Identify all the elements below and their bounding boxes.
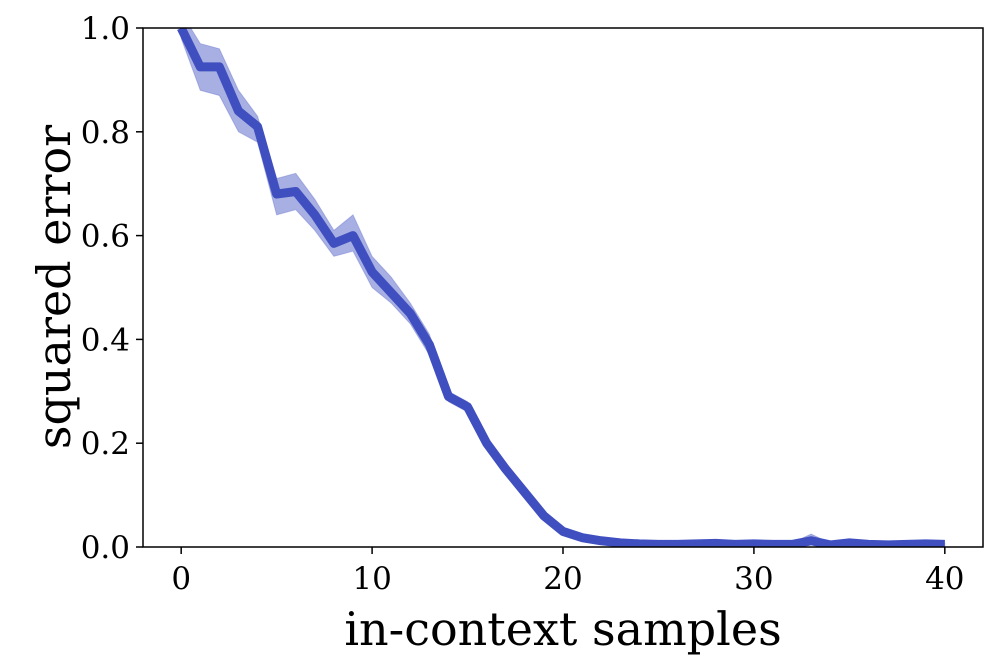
- x-tick-label: 30: [734, 561, 773, 597]
- x-tick-label: 40: [925, 561, 964, 597]
- plot-area: [177, 28, 946, 547]
- x-axis-label: in-context samples: [344, 602, 781, 656]
- y-tick-label: 0.6: [81, 219, 130, 255]
- y-tick-label: 0.8: [81, 115, 130, 151]
- y-tick-label: 0.2: [81, 426, 130, 462]
- y-tick-label: 0.4: [81, 322, 130, 358]
- y-tick-label: 1.0: [81, 11, 130, 47]
- confidence-band: [180, 28, 946, 547]
- x-tick-label: 0: [171, 561, 191, 597]
- x-tick-label: 10: [352, 561, 391, 597]
- y-tick-label: 0.0: [81, 530, 130, 566]
- axes-frame: [142, 27, 984, 548]
- y-axis-label: squared error: [27, 125, 81, 449]
- line: [177, 28, 945, 547]
- x-tick-label: 20: [543, 561, 582, 597]
